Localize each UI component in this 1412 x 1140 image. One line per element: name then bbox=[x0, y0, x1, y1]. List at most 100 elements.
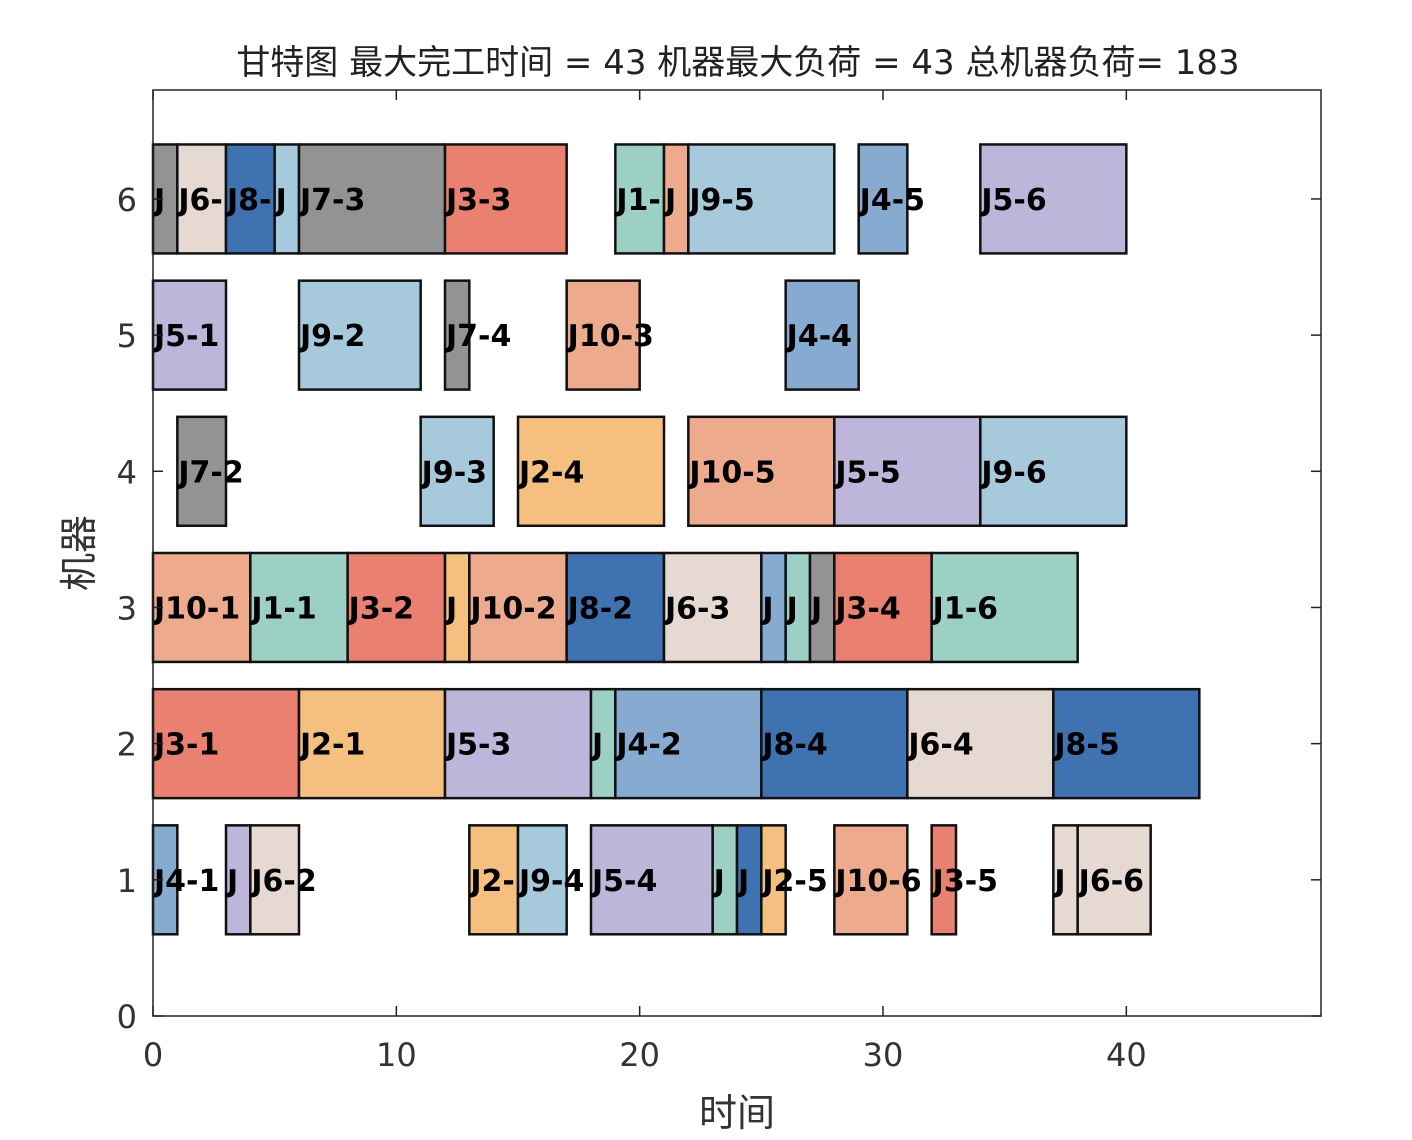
gantt-bar-label: J5-1 bbox=[152, 319, 219, 354]
gantt-bar-label: J7-4 bbox=[444, 319, 511, 354]
gantt-bar bbox=[979, 143, 1128, 255]
gantt-bar bbox=[151, 687, 301, 800]
gantt-bar-label: J9-3 bbox=[420, 455, 487, 490]
gantt-bar-label: J6- bbox=[176, 183, 223, 218]
y-tick-label: 5 bbox=[117, 317, 137, 355]
gantt-bar-label: J7-2 bbox=[176, 455, 243, 490]
gantt-bar bbox=[662, 143, 690, 255]
x-tick-label: 40 bbox=[1106, 1036, 1147, 1074]
y-tick-label: 4 bbox=[117, 453, 137, 491]
gantt-bar bbox=[833, 824, 909, 936]
gantt-bar-label: J bbox=[809, 591, 822, 626]
gantt-bar-label: J10-3 bbox=[566, 319, 654, 354]
gantt-bar-label: J3-4 bbox=[833, 591, 900, 626]
gantt-bar bbox=[589, 687, 617, 800]
bars-layer: J J6- J8- J J7-3 J3-3 J1- J J9-5 J4-5 J5-6J5-1 J9-2… bbox=[151, 143, 1201, 936]
gantt-bar bbox=[711, 824, 739, 936]
gantt-bar bbox=[1052, 687, 1201, 800]
gantt-bar-label: J5-5 bbox=[833, 455, 900, 490]
gantt-bar-label: J2-1 bbox=[298, 728, 365, 763]
gantt-bar bbox=[565, 279, 641, 391]
gantt-bar-label: J9-5 bbox=[687, 183, 754, 218]
gantt-bar-label: J bbox=[663, 183, 676, 218]
gantt-bar-label: J3-5 bbox=[931, 864, 998, 899]
gantt-bar-label: J bbox=[760, 591, 773, 626]
gantt-bar bbox=[930, 551, 1079, 664]
gantt-bar bbox=[662, 551, 763, 664]
gantt-bar bbox=[443, 687, 593, 800]
y-tick-label: 6 bbox=[117, 181, 137, 219]
gantt-bar bbox=[468, 551, 568, 664]
x-tick-label: 20 bbox=[619, 1036, 660, 1074]
gantt-bar-label: J4-2 bbox=[614, 728, 681, 763]
gantt-bar bbox=[419, 415, 495, 528]
x-axis: 0 10 20 30 40 bbox=[143, 90, 1147, 1074]
gantt-bar-label: J1- bbox=[614, 183, 661, 218]
gantt-bar-label: J8- bbox=[225, 183, 272, 218]
gantt-bar bbox=[516, 824, 568, 936]
gantt-bar bbox=[443, 143, 568, 255]
x-axis-label: 时间 bbox=[699, 1091, 775, 1135]
gantt-bar-label: J7-3 bbox=[298, 183, 365, 218]
gantt-bar-label: J9-2 bbox=[298, 319, 365, 354]
gantt-bar-label: J5-3 bbox=[444, 728, 511, 763]
gantt-bar bbox=[443, 279, 471, 391]
gantt-bar bbox=[297, 143, 447, 255]
gantt-bar-label: J bbox=[274, 183, 287, 218]
gantt-bar-label: J3-1 bbox=[152, 728, 219, 763]
gantt-bar bbox=[151, 279, 228, 391]
chart-title: 甘特图 最大完工时间 = 43 机器最大负荷 = 43 总机器负荷= 183 bbox=[236, 43, 1239, 83]
gantt-bar bbox=[297, 279, 422, 391]
gantt-bar bbox=[930, 824, 958, 936]
gantt-bar-label: J bbox=[785, 591, 798, 626]
gantt-bar-label: J bbox=[444, 591, 457, 626]
x-tick-label: 0 bbox=[143, 1036, 163, 1074]
gantt-bar-label: J9-6 bbox=[979, 455, 1046, 490]
gantt-bar bbox=[614, 687, 763, 800]
gantt-bar-label: J9-4 bbox=[517, 864, 584, 899]
y-axis: 0 1 2 3 4 5 6 bbox=[117, 181, 1321, 1036]
gantt-bar-label: J10-2 bbox=[468, 591, 556, 626]
gantt-bar bbox=[784, 279, 860, 391]
gantt-bar-label: J bbox=[712, 864, 725, 899]
gantt-bar bbox=[249, 824, 301, 936]
gantt-bar-label: J10-5 bbox=[687, 455, 775, 490]
gantt-bar bbox=[979, 415, 1128, 528]
gantt-bar bbox=[1076, 824, 1152, 936]
gantt-bar-label: J10-1 bbox=[152, 591, 240, 626]
gantt-bar-label: J bbox=[736, 864, 749, 899]
gantt-bar-label: J2-4 bbox=[517, 455, 584, 490]
gantt-bar bbox=[614, 143, 666, 255]
y-tick-label: 2 bbox=[117, 726, 137, 764]
gantt-bar bbox=[833, 415, 982, 528]
gantt-bar bbox=[297, 687, 447, 800]
gantt-bar-label: J4-4 bbox=[785, 319, 852, 354]
gantt-bar bbox=[565, 551, 666, 664]
gantt-bar-label: J5-6 bbox=[979, 183, 1046, 218]
gantt-bar bbox=[760, 687, 909, 800]
gantt-bar bbox=[176, 415, 228, 528]
gantt-bar bbox=[151, 551, 252, 664]
plot-frame bbox=[152, 89, 1322, 1017]
gantt-bar bbox=[784, 551, 812, 664]
y-axis-label: 机器 bbox=[57, 515, 101, 591]
gantt-bar-label: J1-1 bbox=[249, 591, 316, 626]
gantt-bar bbox=[176, 143, 228, 255]
gantt-bar-label: J bbox=[590, 728, 603, 763]
gantt-bar-label: J6-4 bbox=[906, 728, 973, 763]
y-tick-label: 3 bbox=[117, 589, 137, 627]
gantt-bar-label: J bbox=[1052, 864, 1065, 899]
gantt-bar bbox=[906, 687, 1055, 800]
gantt-bar bbox=[857, 143, 909, 255]
gantt-bar-label: J4-1 bbox=[152, 864, 219, 899]
gantt-bar-label: J bbox=[152, 183, 165, 218]
gantt-bar bbox=[468, 824, 520, 936]
gantt-bar-label: J2-5 bbox=[760, 864, 827, 899]
gantt-bar bbox=[224, 143, 276, 255]
gantt-bar bbox=[687, 415, 836, 528]
gantt-bar bbox=[346, 551, 447, 664]
gantt-bar-label: J8-4 bbox=[760, 728, 827, 763]
gantt-bar bbox=[760, 824, 787, 936]
x-tick-label: 10 bbox=[376, 1036, 417, 1074]
